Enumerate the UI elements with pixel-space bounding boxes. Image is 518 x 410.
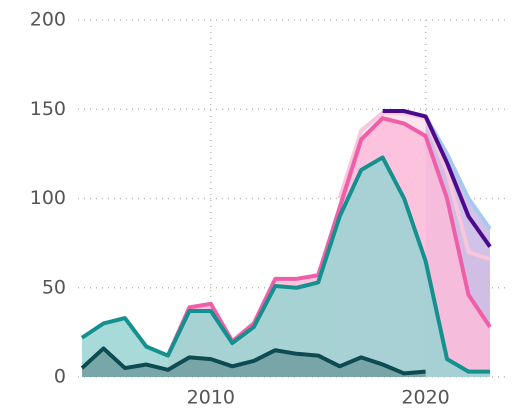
x-tick-label: 2020 xyxy=(401,387,449,409)
line xyxy=(80,155,490,374)
line xyxy=(382,109,492,248)
y-tick-label: 150 xyxy=(30,98,66,120)
y-tick-label: 50 xyxy=(42,276,66,298)
y-tick-label: 0 xyxy=(54,366,66,388)
y-tick-label: 200 xyxy=(30,9,66,31)
x-tick-label: 2010 xyxy=(187,387,235,409)
y-tick-label: 100 xyxy=(30,187,66,209)
line xyxy=(166,116,492,357)
line xyxy=(80,346,426,376)
